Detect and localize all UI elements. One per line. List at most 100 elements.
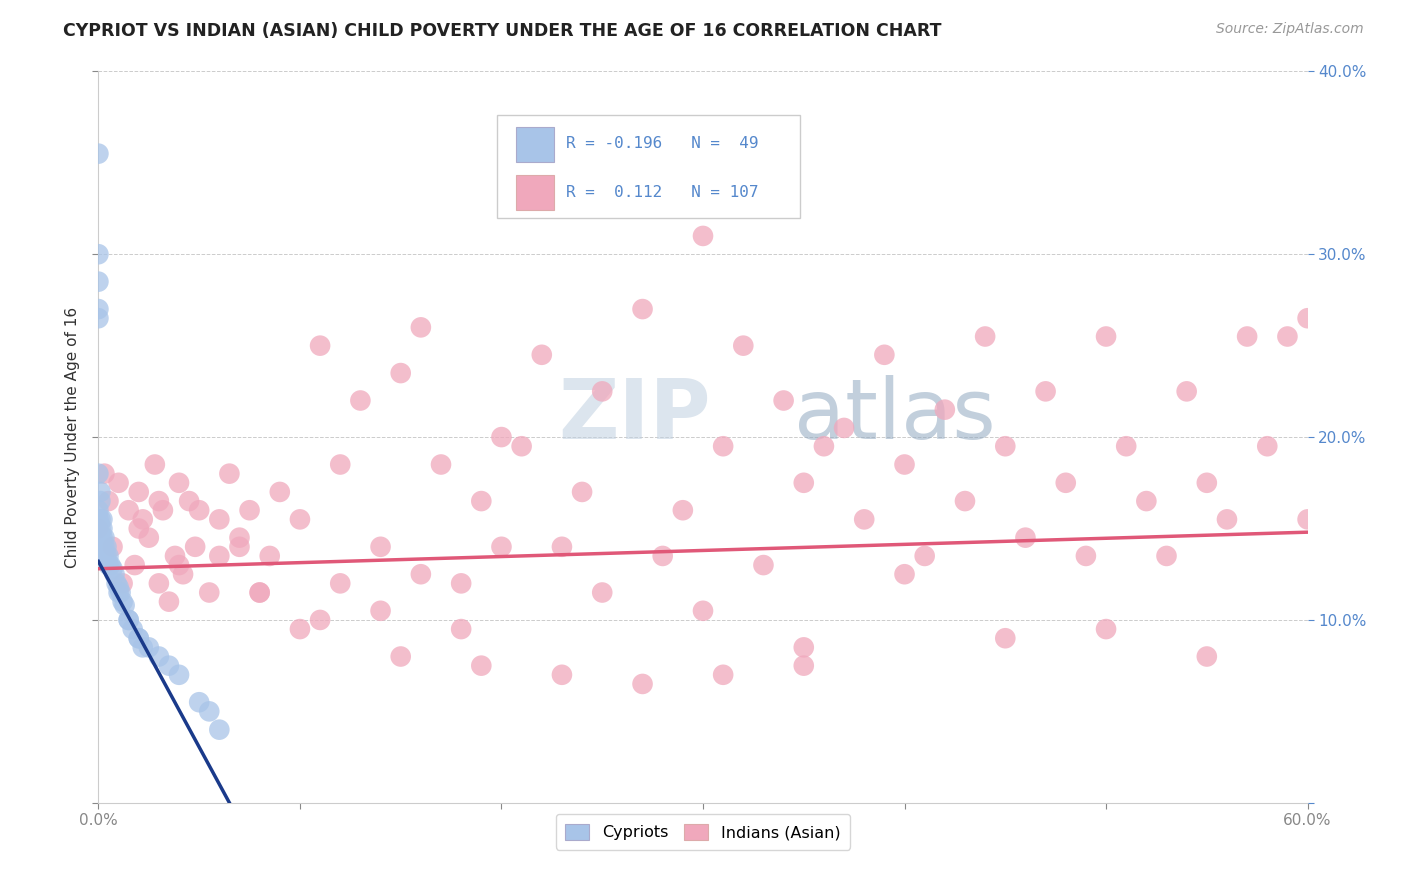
Point (93, 549, 115, 563)
Point (107, 475, 129, 490)
Point (91, 521, 114, 535)
Point (118, 503, 141, 517)
Point (450, 622, 472, 636)
Point (1256, 439, 1278, 453)
Point (138, 640, 160, 655)
Point (389, 649, 412, 664)
Point (510, 439, 533, 453)
Point (87, 467, 110, 481)
Point (97, 494, 120, 508)
Point (167, 667, 190, 681)
Point (93, 467, 115, 481)
Point (114, 599, 136, 613)
Point (124, 558, 146, 573)
Point (163, 549, 186, 563)
Point (733, 338, 755, 352)
Point (994, 632, 1017, 646)
Point (470, 494, 492, 508)
Point (138, 531, 160, 545)
Point (631, 301, 654, 317)
Point (470, 658, 492, 673)
Point (893, 567, 915, 582)
Point (107, 580, 129, 594)
Point (591, 585, 613, 599)
Point (218, 467, 240, 481)
Point (128, 632, 150, 646)
Point (793, 658, 815, 673)
Point (571, 485, 593, 500)
Point (87, 146, 110, 161)
Point (198, 705, 221, 719)
Text: atlas: atlas (793, 375, 995, 456)
Point (208, 723, 231, 737)
Point (259, 549, 281, 563)
Text: ZIP: ZIP (558, 375, 710, 456)
Point (994, 439, 1017, 453)
Point (184, 540, 207, 554)
Point (157, 594, 180, 608)
Point (89, 485, 111, 500)
Point (309, 338, 332, 352)
Point (87, 503, 110, 517)
Point (370, 604, 392, 618)
Point (132, 640, 155, 655)
Point (87, 531, 110, 545)
Point (934, 402, 956, 417)
Point (491, 430, 513, 444)
Point (793, 640, 815, 655)
Point (711, 439, 734, 453)
FancyBboxPatch shape (516, 175, 554, 211)
Point (1296, 311, 1319, 326)
Point (893, 458, 915, 472)
Point (103, 567, 125, 582)
Point (329, 576, 352, 591)
Point (1035, 384, 1057, 399)
Point (1014, 531, 1036, 545)
Point (93, 531, 115, 545)
Point (1156, 549, 1178, 563)
Point (450, 576, 472, 591)
Point (101, 540, 124, 554)
Point (172, 567, 194, 582)
Point (1195, 649, 1218, 664)
Point (1095, 329, 1118, 343)
Point (370, 540, 392, 554)
Point (105, 576, 128, 591)
Point (87, 275, 110, 289)
Point (1175, 384, 1198, 399)
Point (551, 540, 574, 554)
Point (188, 695, 211, 709)
Point (148, 494, 170, 508)
Point (89, 540, 111, 554)
Point (1074, 549, 1097, 563)
Point (953, 494, 976, 508)
Point (121, 622, 143, 636)
Point (107, 585, 129, 599)
Point (148, 576, 170, 591)
Point (692, 604, 714, 618)
Point (329, 458, 352, 472)
Point (974, 329, 997, 343)
Point (228, 531, 250, 545)
Point (128, 521, 150, 535)
Text: R = -0.196   N =  49: R = -0.196 N = 49 (567, 136, 759, 152)
Point (179, 494, 201, 508)
Point (89, 521, 111, 535)
Point (87, 512, 110, 526)
Point (87, 301, 110, 317)
Point (1195, 475, 1218, 490)
Point (853, 512, 876, 526)
Point (152, 503, 174, 517)
Point (692, 229, 714, 244)
Text: CYPRIOT VS INDIAN (ASIAN) CHILD POVERTY UNDER THE AGE OF 16 CORRELATION CHART: CYPRIOT VS INDIAN (ASIAN) CHILD POVERTY … (63, 22, 942, 40)
Point (551, 667, 574, 681)
Point (1115, 439, 1137, 453)
Point (188, 503, 211, 517)
Point (349, 393, 371, 408)
Point (288, 622, 311, 636)
Point (772, 393, 794, 408)
Point (111, 576, 134, 591)
Point (239, 503, 262, 517)
Point (1095, 622, 1118, 636)
Point (97, 549, 120, 563)
